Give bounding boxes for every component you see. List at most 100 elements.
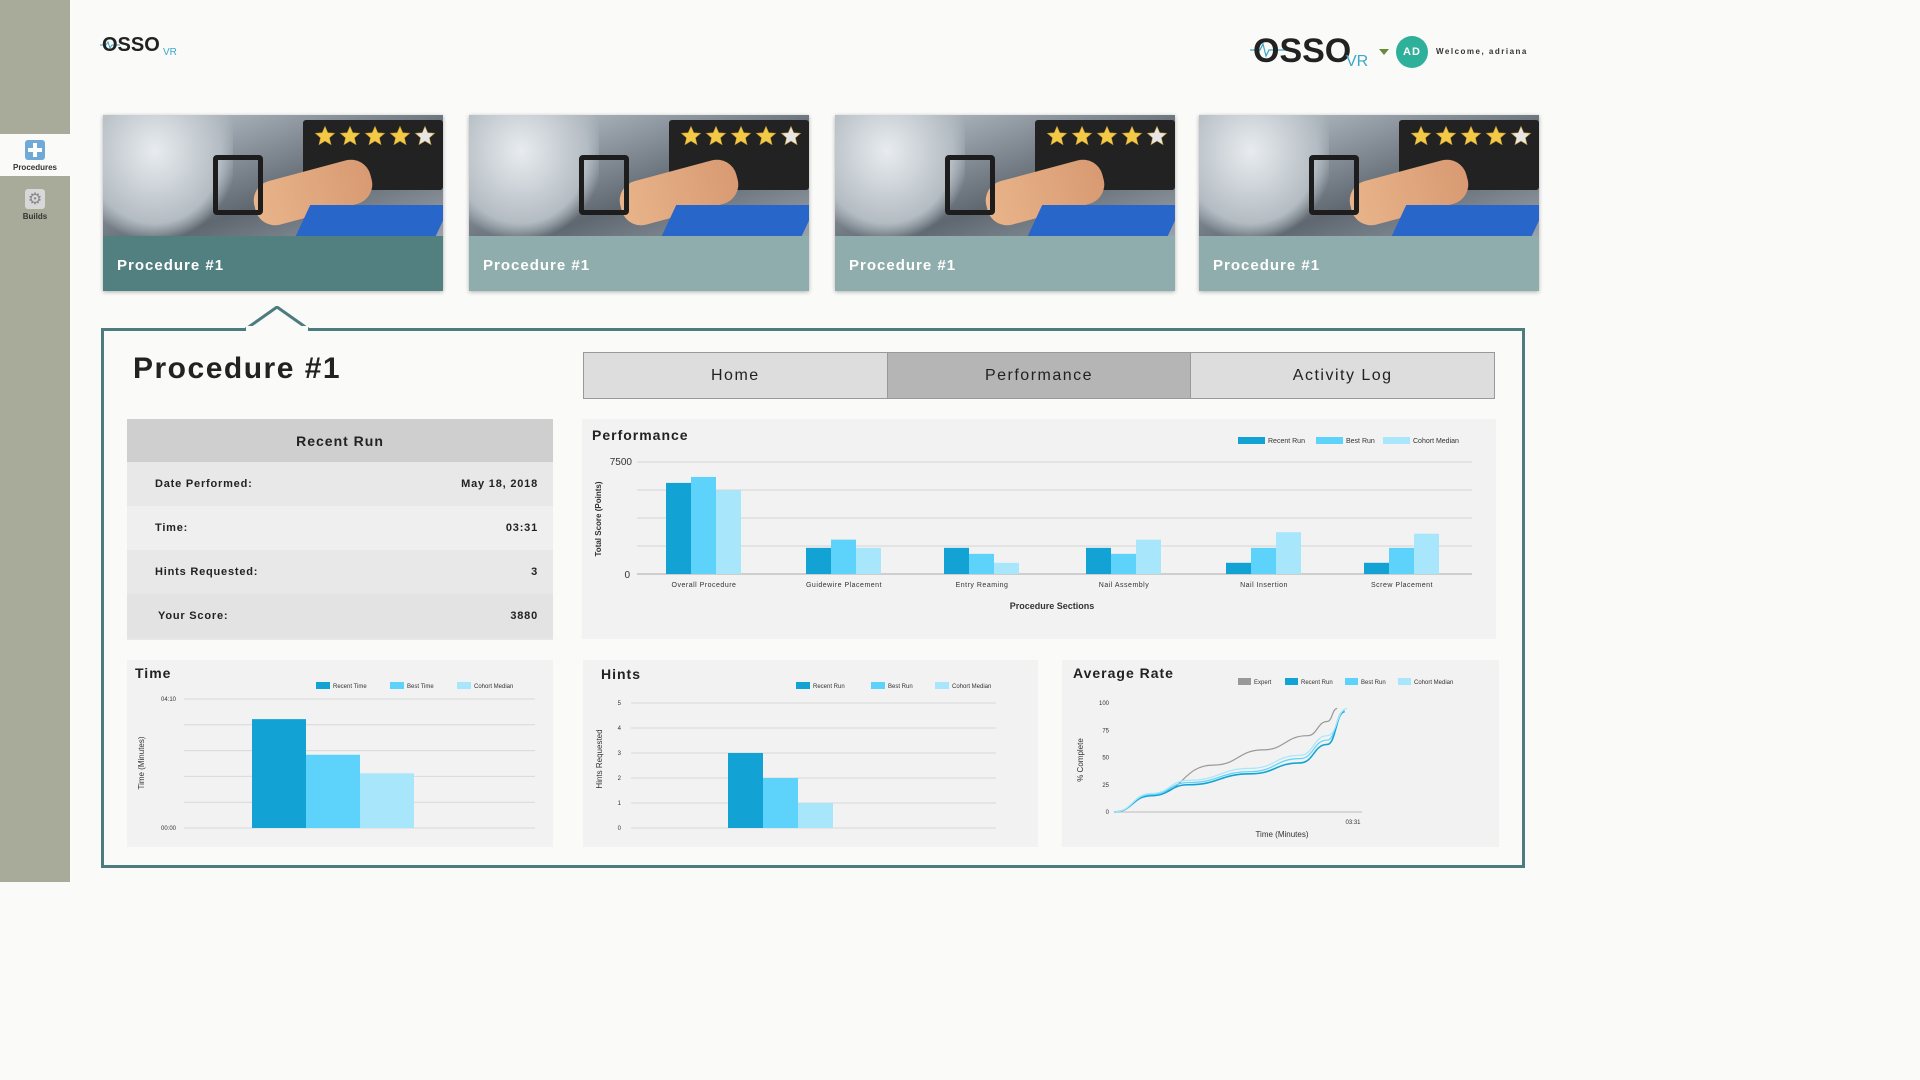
series-line xyxy=(1113,710,1345,813)
bar xyxy=(252,719,306,828)
y-tick-label: 75 xyxy=(1102,728,1109,734)
series-line xyxy=(1113,707,1348,813)
svg-text:VR: VR xyxy=(1346,53,1368,70)
star-icon xyxy=(780,125,802,146)
legend-label: Best Run xyxy=(1346,438,1375,445)
legend-label: Best Run xyxy=(888,684,913,690)
legend-swatch xyxy=(316,682,330,689)
x-tick-label: Nail Insertion xyxy=(1240,582,1288,589)
info-key: Time: xyxy=(155,522,189,534)
star-icon xyxy=(1146,125,1168,146)
legend-label: Recent Run xyxy=(1268,438,1305,445)
legend-swatch xyxy=(1345,678,1358,685)
procedure-card-label: Procedure #1 xyxy=(469,236,809,291)
legend-label: Cohort Median xyxy=(952,684,991,690)
star-icon xyxy=(680,125,702,146)
avatar[interactable]: AD xyxy=(1396,36,1428,68)
procedure-card[interactable]: Procedure #1 xyxy=(835,115,1175,291)
bar xyxy=(666,482,691,574)
procedure-card-title: Procedure #1 xyxy=(1213,257,1321,274)
info-row-score: Your Score: 3880 xyxy=(127,594,553,638)
svg-text:OSSO: OSSO xyxy=(1253,32,1351,70)
y-tick-label: 00:00 xyxy=(161,826,177,832)
legend-swatch xyxy=(1316,437,1343,444)
x-tick-label: Entry Reaming xyxy=(956,582,1009,589)
legend-swatch xyxy=(457,682,471,689)
osso-logo-icon: OSSO VR xyxy=(100,34,177,58)
logo-small[interactable]: OSSO VR xyxy=(98,33,178,64)
bar xyxy=(994,562,1019,574)
procedure-card-label: Procedure #1 xyxy=(103,236,443,291)
welcome-text: Welcome, adriana xyxy=(1436,47,1528,56)
star-icon xyxy=(389,125,411,146)
bar xyxy=(1414,533,1439,574)
chevron-down-icon[interactable] xyxy=(1379,49,1389,55)
legend-swatch xyxy=(1398,678,1411,685)
sidebar-item-builds[interactable]: ⚙ Builds xyxy=(0,183,70,223)
bar xyxy=(716,490,741,574)
legend-label: Cohort Median xyxy=(1413,438,1459,445)
legend-label: Cohort Median xyxy=(1414,680,1453,686)
sidebar-item-procedures[interactable]: Procedures xyxy=(0,134,70,176)
y-tick-label: 0 xyxy=(1106,810,1110,816)
x-tick-label: Screw Placement xyxy=(1371,582,1433,589)
bar xyxy=(691,476,716,574)
info-value: 3880 xyxy=(510,610,538,622)
star-rating xyxy=(679,125,803,147)
hints-chart-card: Hints 0 1 2 3 4 5 Hints Requested Recent Run Bes… xyxy=(583,660,1038,847)
info-row-date: Date Performed: May 18, 2018 xyxy=(127,462,553,506)
bar xyxy=(1389,547,1414,574)
y-tick-label: 5 xyxy=(618,701,622,707)
star-icon xyxy=(1510,125,1532,146)
tab-activity-log[interactable]: Activity Log xyxy=(1191,353,1495,398)
bar xyxy=(728,753,763,828)
tab-performance[interactable]: Performance xyxy=(887,353,1192,398)
procedure-card[interactable]: Procedure #1 xyxy=(1199,115,1539,291)
procedure-card[interactable]: Procedure #1 xyxy=(469,115,809,291)
procedure-thumbnail xyxy=(103,115,443,236)
procedure-thumbnail xyxy=(1199,115,1539,236)
info-value: May 18, 2018 xyxy=(461,478,538,490)
bar xyxy=(798,803,833,828)
tab-home[interactable]: Home xyxy=(584,353,888,398)
info-key: Hints Requested: xyxy=(155,566,259,578)
legend-label: Recent Run xyxy=(1301,680,1333,686)
y-tick-label: 2 xyxy=(618,776,622,782)
y-axis-label: Total Score (Points) xyxy=(594,481,603,556)
average-rate-chart: 0 25 50 75 100 % Complete Time (Minutes) 03:31 E… xyxy=(1076,678,1453,839)
star-icon xyxy=(1485,125,1507,146)
bar xyxy=(856,547,881,574)
star-icon xyxy=(1460,125,1482,146)
chart-title: Average Rate xyxy=(1073,665,1174,681)
info-row-hints: Hints Requested: 3 xyxy=(127,550,553,594)
star-icon xyxy=(730,125,752,146)
star-icon xyxy=(1435,125,1457,146)
legend-swatch xyxy=(935,682,949,689)
logo-large[interactable]: OSSO VR xyxy=(1250,30,1370,77)
procedure-card-label: Procedure #1 xyxy=(835,236,1175,291)
bar xyxy=(360,773,414,828)
chart-title: Hints xyxy=(601,666,641,682)
bar xyxy=(1251,547,1276,574)
y-tick-label: 50 xyxy=(1102,756,1109,762)
bar xyxy=(1086,547,1111,574)
procedure-card-title: Procedure #1 xyxy=(483,257,591,274)
procedure-card-title: Procedure #1 xyxy=(849,257,957,274)
bar xyxy=(1111,553,1136,574)
y-tick-label: 4 xyxy=(618,726,622,732)
y-tick-label: 100 xyxy=(1099,701,1110,707)
procedure-thumbnail xyxy=(835,115,1175,236)
y-tick-label: 1 xyxy=(618,801,622,807)
x-tick-label: Nail Assembly xyxy=(1099,582,1149,589)
bar xyxy=(1136,539,1161,574)
info-row-time: Time: 03:31 xyxy=(127,506,553,550)
info-key: Your Score: xyxy=(158,610,229,622)
y-tick-label: 3 xyxy=(618,751,622,757)
average-rate-chart-card: Average Rate 0 25 50 75 100 % Complete Time (M… xyxy=(1062,660,1499,847)
sidebar-item-label: Procedures xyxy=(12,163,58,172)
procedure-card[interactable]: Procedure #1 xyxy=(103,115,443,291)
chart-title: Performance xyxy=(592,427,689,443)
star-rating xyxy=(1045,125,1169,147)
star-icon xyxy=(1096,125,1118,146)
performance-chart-card: Performance 0 7500 Total Score (Points) Pro… xyxy=(582,419,1496,639)
